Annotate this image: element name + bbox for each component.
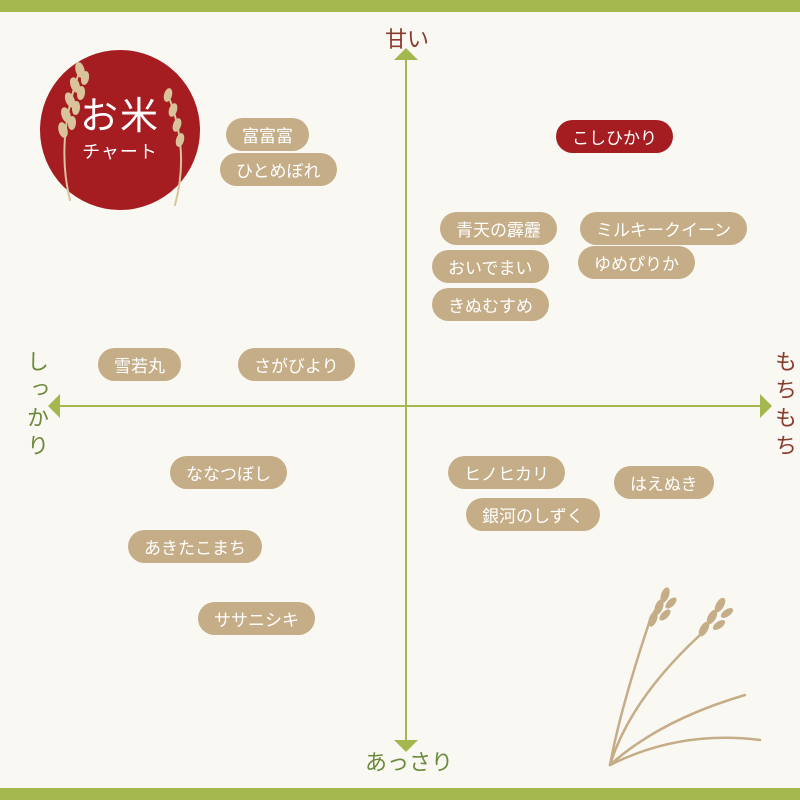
rice-item: ひとめぼれ [220, 153, 337, 186]
rice-item: ゆめぴりか [578, 246, 695, 279]
rice-item: ななつぼし [170, 456, 287, 489]
axis-label-left: しっかり [20, 350, 52, 462]
axis-label-bottom: あっさり [365, 745, 453, 777]
chart-outer: お米 チャート 甘い あっさり しっかり もちもち [0, 0, 800, 800]
title-circle: お米 チャート [40, 50, 200, 210]
rice-item: はえぬき [614, 466, 714, 499]
rice-item: ササニシキ [198, 602, 315, 635]
rice-item: あきたこまち [128, 530, 262, 563]
rice-item: ヒノヒカリ [448, 456, 565, 489]
axis-horizontal [60, 405, 760, 407]
rice-item: ミルキークイーン [580, 212, 747, 245]
rice-item: 富富富 [226, 118, 309, 151]
chart-canvas: お米 チャート 甘い あっさり しっかり もちもち [0, 12, 800, 788]
rice-item: こしひかり [556, 120, 673, 153]
axis-vertical [405, 60, 407, 740]
axis-label-top: 甘い [385, 22, 429, 54]
rice-item: おいでまい [432, 250, 549, 283]
rice-item: きぬむすめ [432, 288, 549, 321]
rice-item: 銀河のしずく [466, 498, 600, 531]
rice-item: さがびより [238, 348, 355, 381]
rice-item: 雪若丸 [98, 348, 181, 381]
rice-plant-decor-icon [570, 580, 770, 770]
axis-label-right: もちもち [768, 350, 800, 462]
title-line1: お米 [80, 97, 160, 139]
title-line2: チャート [82, 143, 158, 163]
rice-item: 青天の霹靂 [440, 212, 557, 245]
